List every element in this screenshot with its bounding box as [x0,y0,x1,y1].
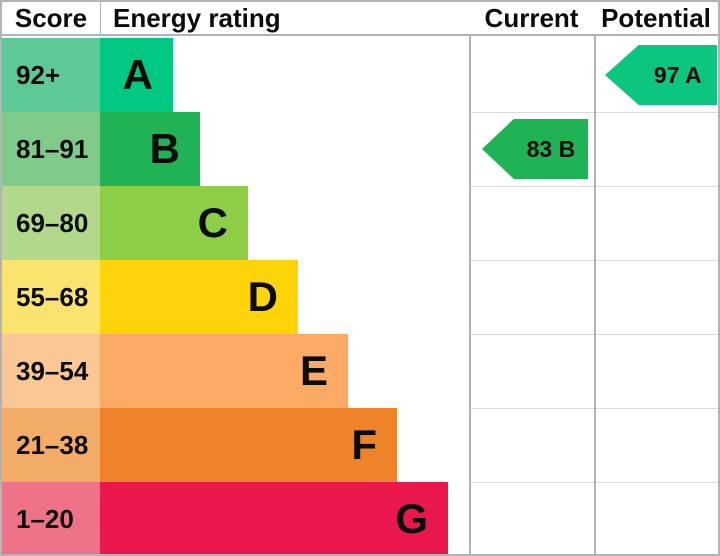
row-separator [469,408,718,409]
row-separator [469,186,718,187]
potential-rating-label: 97 A [653,61,702,88]
rating-bar-b: B [100,112,200,186]
row-separator [469,112,718,113]
rating-bar-f: F [100,408,397,482]
divider-potential-column [594,2,596,554]
chart-header: Score Energy rating Current Potential [2,2,718,36]
band-row-g: 1–20 G [2,482,718,554]
rating-bar-c: C [100,186,248,260]
header-score: Score [2,2,101,34]
rating-bar-g: G [100,482,448,554]
score-range-g: 1–20 [2,482,100,554]
score-range-c: 69–80 [2,186,100,260]
rating-bar-e: E [100,334,348,408]
divider-current-column [469,2,471,554]
band-row-c: 69–80 C [2,186,718,260]
band-row-a: 92+ A [2,38,718,112]
header-current: Current [484,2,579,33]
row-separator [469,260,718,261]
row-separator [469,334,718,335]
band-row-b: 81–91 B [2,112,718,186]
score-range-a: 92+ [2,38,100,112]
rating-bar-d: D [100,260,298,334]
header-potential: Potential [601,2,711,33]
band-row-e: 39–54 E [2,334,718,408]
row-separator [469,482,718,483]
score-range-d: 55–68 [2,260,100,334]
score-range-e: 39–54 [2,334,100,408]
band-rows: 92+ A 81–91 B 69–80 C 55–68 D 39–54 E 21–38 F 1–20 G [2,38,718,554]
header-energy-rating: Energy rating [113,2,281,33]
band-row-d: 55–68 D [2,260,718,334]
score-range-b: 81–91 [2,112,100,186]
rating-bar-a: A [100,38,173,112]
band-row-f: 21–38 F [2,408,718,482]
score-range-f: 21–38 [2,408,100,482]
current-rating-label: 83 B [526,135,576,162]
